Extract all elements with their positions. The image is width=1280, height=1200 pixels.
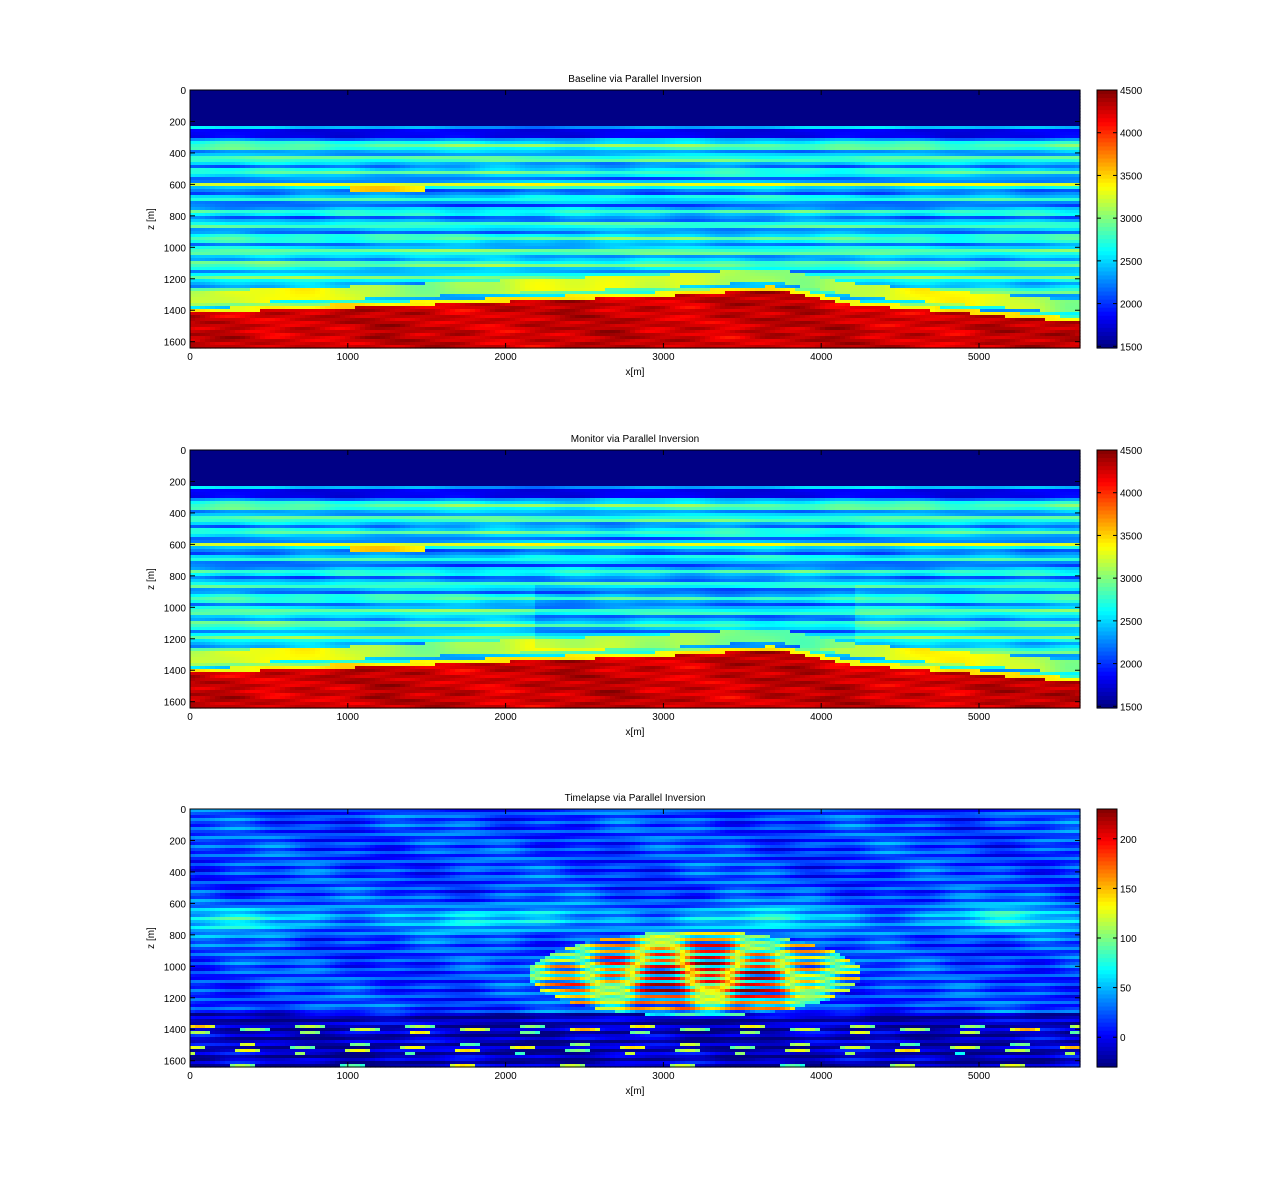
x-tick-label: 1000 [337,1071,360,1082]
colorbar-tick-label: 4000 [1120,129,1143,140]
y-tick-label: 400 [169,149,186,160]
colorbar-tick-label: 100 [1120,934,1137,945]
y-axis-label: z [m] [146,208,157,230]
y-tick-label: 600 [169,899,186,910]
x-tick-label: 4000 [810,712,833,723]
x-tick-label: 5000 [968,1071,991,1082]
x-tick-label: 2000 [494,352,517,363]
y-tick-label: 1600 [164,1057,187,1068]
heatmap-cells [190,450,1081,709]
chart-title: Baseline via Parallel Inversion [568,74,701,85]
x-tick-label: 1000 [337,712,360,723]
y-axis-label: z [m] [146,927,157,949]
colorbar: 1500 2000 2500 3000 3500 4000 4500 [1097,86,1143,353]
y-tick-label: 0 [180,805,186,816]
y-tick-label: 1400 [164,306,187,317]
x-tick-label: 3000 [652,352,675,363]
y-tick-label: 800 [169,572,186,583]
x-tick-label: 0 [187,1071,193,1082]
y-tick-label: 400 [169,868,186,879]
y-tick-label: 400 [169,509,186,520]
x-axis-label: x[m] [626,1086,645,1097]
x-tick-label: 5000 [968,352,991,363]
colorbar-tick-label: 1500 [1120,342,1143,353]
colorbar-tick-label: 3500 [1120,531,1143,542]
x-tick-label: 0 [187,712,193,723]
x-tick-label: 4000 [810,1071,833,1082]
x-tick-label: 3000 [652,1071,675,1082]
colorbar-tick-label: 150 [1120,884,1137,895]
x-tick-label: 2000 [494,1071,517,1082]
colorbar-tick-label: 4500 [1120,446,1143,457]
y-tick-label: 1200 [164,994,187,1005]
y-tick-label: 200 [169,117,186,128]
y-tick-label: 1000 [164,243,187,254]
y-tick-label: 1200 [164,275,187,286]
y-tick-label: 1400 [164,666,187,677]
colorbar-tick-label: 50 [1120,984,1132,995]
colorbar-tick-label: 3500 [1120,171,1143,182]
y-tick-label: 1200 [164,635,187,646]
colorbar-tick-label: 2500 [1120,617,1143,628]
y-tick-label: 200 [169,477,186,488]
x-tick-label: 4000 [810,352,833,363]
y-tick-label: 1000 [164,603,187,614]
y-axis-label: z [m] [146,568,157,590]
y-tick-label: 600 [169,180,186,191]
x-tick-label: 0 [187,352,193,363]
colorbar-tick-label: 2500 [1120,257,1143,268]
colorbar-tick-label: 3000 [1120,214,1143,225]
colorbar-tick-label: 3000 [1120,574,1143,585]
y-tick-label: 800 [169,212,186,223]
chart-title: Monitor via Parallel Inversion [571,434,699,445]
y-tick-label: 0 [180,86,186,97]
y-tick-label: 1400 [164,1025,187,1036]
chart-title: Timelapse via Parallel Inversion [565,793,706,804]
x-tick-label: 3000 [652,712,675,723]
colorbar-tick-label: 4000 [1120,489,1143,500]
heatmap-cells [190,90,1081,349]
colorbar-tick-label: 0 [1120,1033,1126,1044]
y-tick-label: 200 [169,836,186,847]
x-tick-label: 2000 [494,712,517,723]
x-tick-label: 5000 [968,712,991,723]
colorbar: 0 50 100 150 200 [1097,809,1137,1068]
heatmap-cells [190,809,1081,1068]
colorbar-tick-label: 4500 [1120,86,1143,97]
y-tick-label: 1600 [164,698,187,709]
x-axis-label: x[m] [626,367,645,378]
y-tick-label: 0 [180,446,186,457]
colorbar-tick-label: 2000 [1120,300,1143,311]
y-tick-label: 600 [169,540,186,551]
colorbar-tick-label: 2000 [1120,660,1143,671]
y-tick-label: 1000 [164,962,187,973]
x-tick-label: 1000 [337,352,360,363]
x-axis-label: x[m] [626,727,645,738]
y-tick-label: 1600 [164,338,187,349]
colorbar: 1500 2000 2500 3000 3500 4000 4500 [1097,446,1143,713]
colorbar-tick-label: 1500 [1120,702,1143,713]
y-tick-label: 800 [169,931,186,942]
colorbar-tick-label: 200 [1120,835,1137,846]
